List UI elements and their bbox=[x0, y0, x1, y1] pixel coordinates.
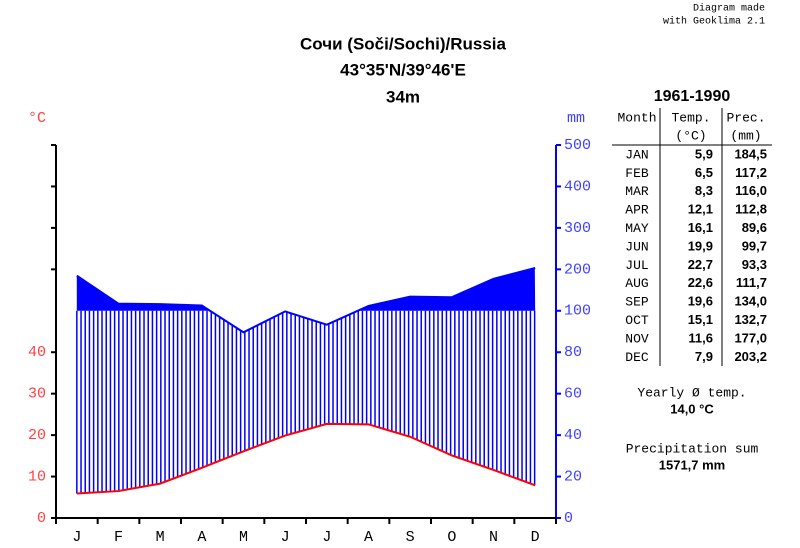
y-tick-label: 40 bbox=[28, 344, 46, 361]
temp-cell: 22,6 bbox=[688, 275, 713, 290]
prec-cell: 116,0 bbox=[735, 183, 767, 198]
x-tick-label: O bbox=[447, 529, 456, 546]
prec-cell: 93,3 bbox=[742, 257, 767, 272]
y2-tick-label: 80 bbox=[564, 344, 582, 361]
x-tick-label: J bbox=[322, 529, 331, 546]
prec-cell: 112,8 bbox=[735, 202, 767, 217]
month-cell: DEC bbox=[625, 350, 649, 365]
month-cell: JUL bbox=[625, 258, 648, 273]
prec-cell: 203,2 bbox=[734, 349, 767, 364]
chart-title: 34m bbox=[386, 87, 420, 106]
y-tick-label: 30 bbox=[28, 386, 46, 403]
prec-cell: 134,0 bbox=[734, 294, 767, 309]
temp-cell: 7,9 bbox=[695, 349, 713, 364]
y-tick-label: 10 bbox=[28, 469, 46, 486]
month-cell: OCT bbox=[625, 313, 649, 328]
prec-cell: 184,5 bbox=[734, 146, 767, 161]
month-cell: NOV bbox=[625, 331, 649, 346]
x-tick-label: D bbox=[531, 529, 540, 546]
table-header: Temp. bbox=[671, 110, 710, 125]
prec-cell: 177,0 bbox=[734, 330, 767, 345]
summary-value: 1571,7 mm bbox=[659, 457, 726, 472]
y2-tick-label: 500 bbox=[564, 137, 591, 154]
month-cell: AUG bbox=[625, 276, 648, 291]
credit: with Geoklima 2.1 bbox=[663, 16, 765, 28]
table-header: Prec. bbox=[726, 110, 765, 125]
y2-tick-label: 40 bbox=[564, 427, 582, 444]
temp-cell: 22,7 bbox=[688, 257, 713, 272]
y-tick-label: 20 bbox=[28, 427, 46, 444]
climate-table: 1961-1990 Month Temp. Prec. (°C) (mm) bbox=[612, 88, 772, 366]
temp-cell: 12,1 bbox=[688, 202, 713, 217]
x-tick-label: F bbox=[114, 529, 123, 546]
month-cell: FEB bbox=[625, 166, 649, 181]
table-header: (mm) bbox=[730, 128, 761, 143]
x-tick-label: N bbox=[489, 529, 498, 546]
temp-cell: 15,1 bbox=[688, 312, 713, 327]
summary-label: Precipitation sum bbox=[626, 441, 759, 456]
summary-value: 14,0 °C bbox=[670, 401, 714, 416]
summary-label: Yearly Ø temp. bbox=[637, 385, 746, 400]
prec-cell: 111,7 bbox=[736, 275, 767, 290]
y-axis-label: °C bbox=[28, 110, 46, 127]
temperature-line bbox=[76, 422, 536, 495]
prec-cell: 117,2 bbox=[735, 165, 767, 180]
month-cell: MAR bbox=[625, 184, 649, 199]
temp-cell: 8,3 bbox=[695, 183, 713, 198]
month-cell: SEP bbox=[625, 295, 649, 310]
month-cell: JAN bbox=[625, 147, 648, 162]
chart-title: 43°35'N/39°46'E bbox=[340, 60, 466, 79]
y2-tick-label: 200 bbox=[564, 261, 591, 278]
y-tick-label: 0 bbox=[37, 510, 46, 527]
x-tick-label: M bbox=[156, 529, 165, 546]
y2-tick-label: 20 bbox=[564, 469, 582, 486]
x-tick-label: J bbox=[281, 529, 290, 546]
y2-tick-label: 0 bbox=[564, 510, 573, 527]
x-tick-label: M bbox=[239, 529, 248, 546]
perhumid-area bbox=[76, 268, 536, 311]
prec-cell: 132,7 bbox=[734, 312, 767, 327]
prec-cell: 89,6 bbox=[742, 220, 767, 235]
table-header: (°C) bbox=[675, 128, 706, 143]
table-header: Month bbox=[617, 110, 656, 125]
y2-tick-label: 60 bbox=[564, 386, 582, 403]
credit: Diagram made bbox=[693, 3, 765, 15]
month-cell: APR bbox=[625, 203, 649, 218]
x-tick-label: A bbox=[197, 529, 206, 546]
y2-tick-label: 100 bbox=[564, 303, 591, 320]
temp-cell: 16,1 bbox=[688, 220, 713, 235]
month-cell: JUN bbox=[625, 239, 648, 254]
y2-tick-label: 400 bbox=[564, 178, 591, 195]
y2-axis-label: mm bbox=[567, 110, 585, 127]
chart-title: Сочи (Soči/Sochi)/Russia bbox=[300, 34, 507, 53]
period: 1961-1990 bbox=[654, 88, 731, 105]
temp-cell: 11,6 bbox=[688, 330, 713, 345]
temp-cell: 19,9 bbox=[688, 238, 713, 253]
precipitation-line bbox=[76, 267, 536, 334]
month-cell: MAY bbox=[625, 221, 649, 236]
x-tick-label: A bbox=[364, 529, 373, 546]
x-tick-label: J bbox=[72, 529, 81, 546]
x-tick-label: S bbox=[406, 529, 415, 546]
temp-cell: 19,6 bbox=[688, 294, 713, 309]
temp-cell: 6,5 bbox=[695, 165, 713, 180]
temp-cell: 5,9 bbox=[695, 146, 713, 161]
prec-cell: 99,7 bbox=[742, 238, 767, 253]
y2-tick-label: 300 bbox=[564, 220, 591, 237]
